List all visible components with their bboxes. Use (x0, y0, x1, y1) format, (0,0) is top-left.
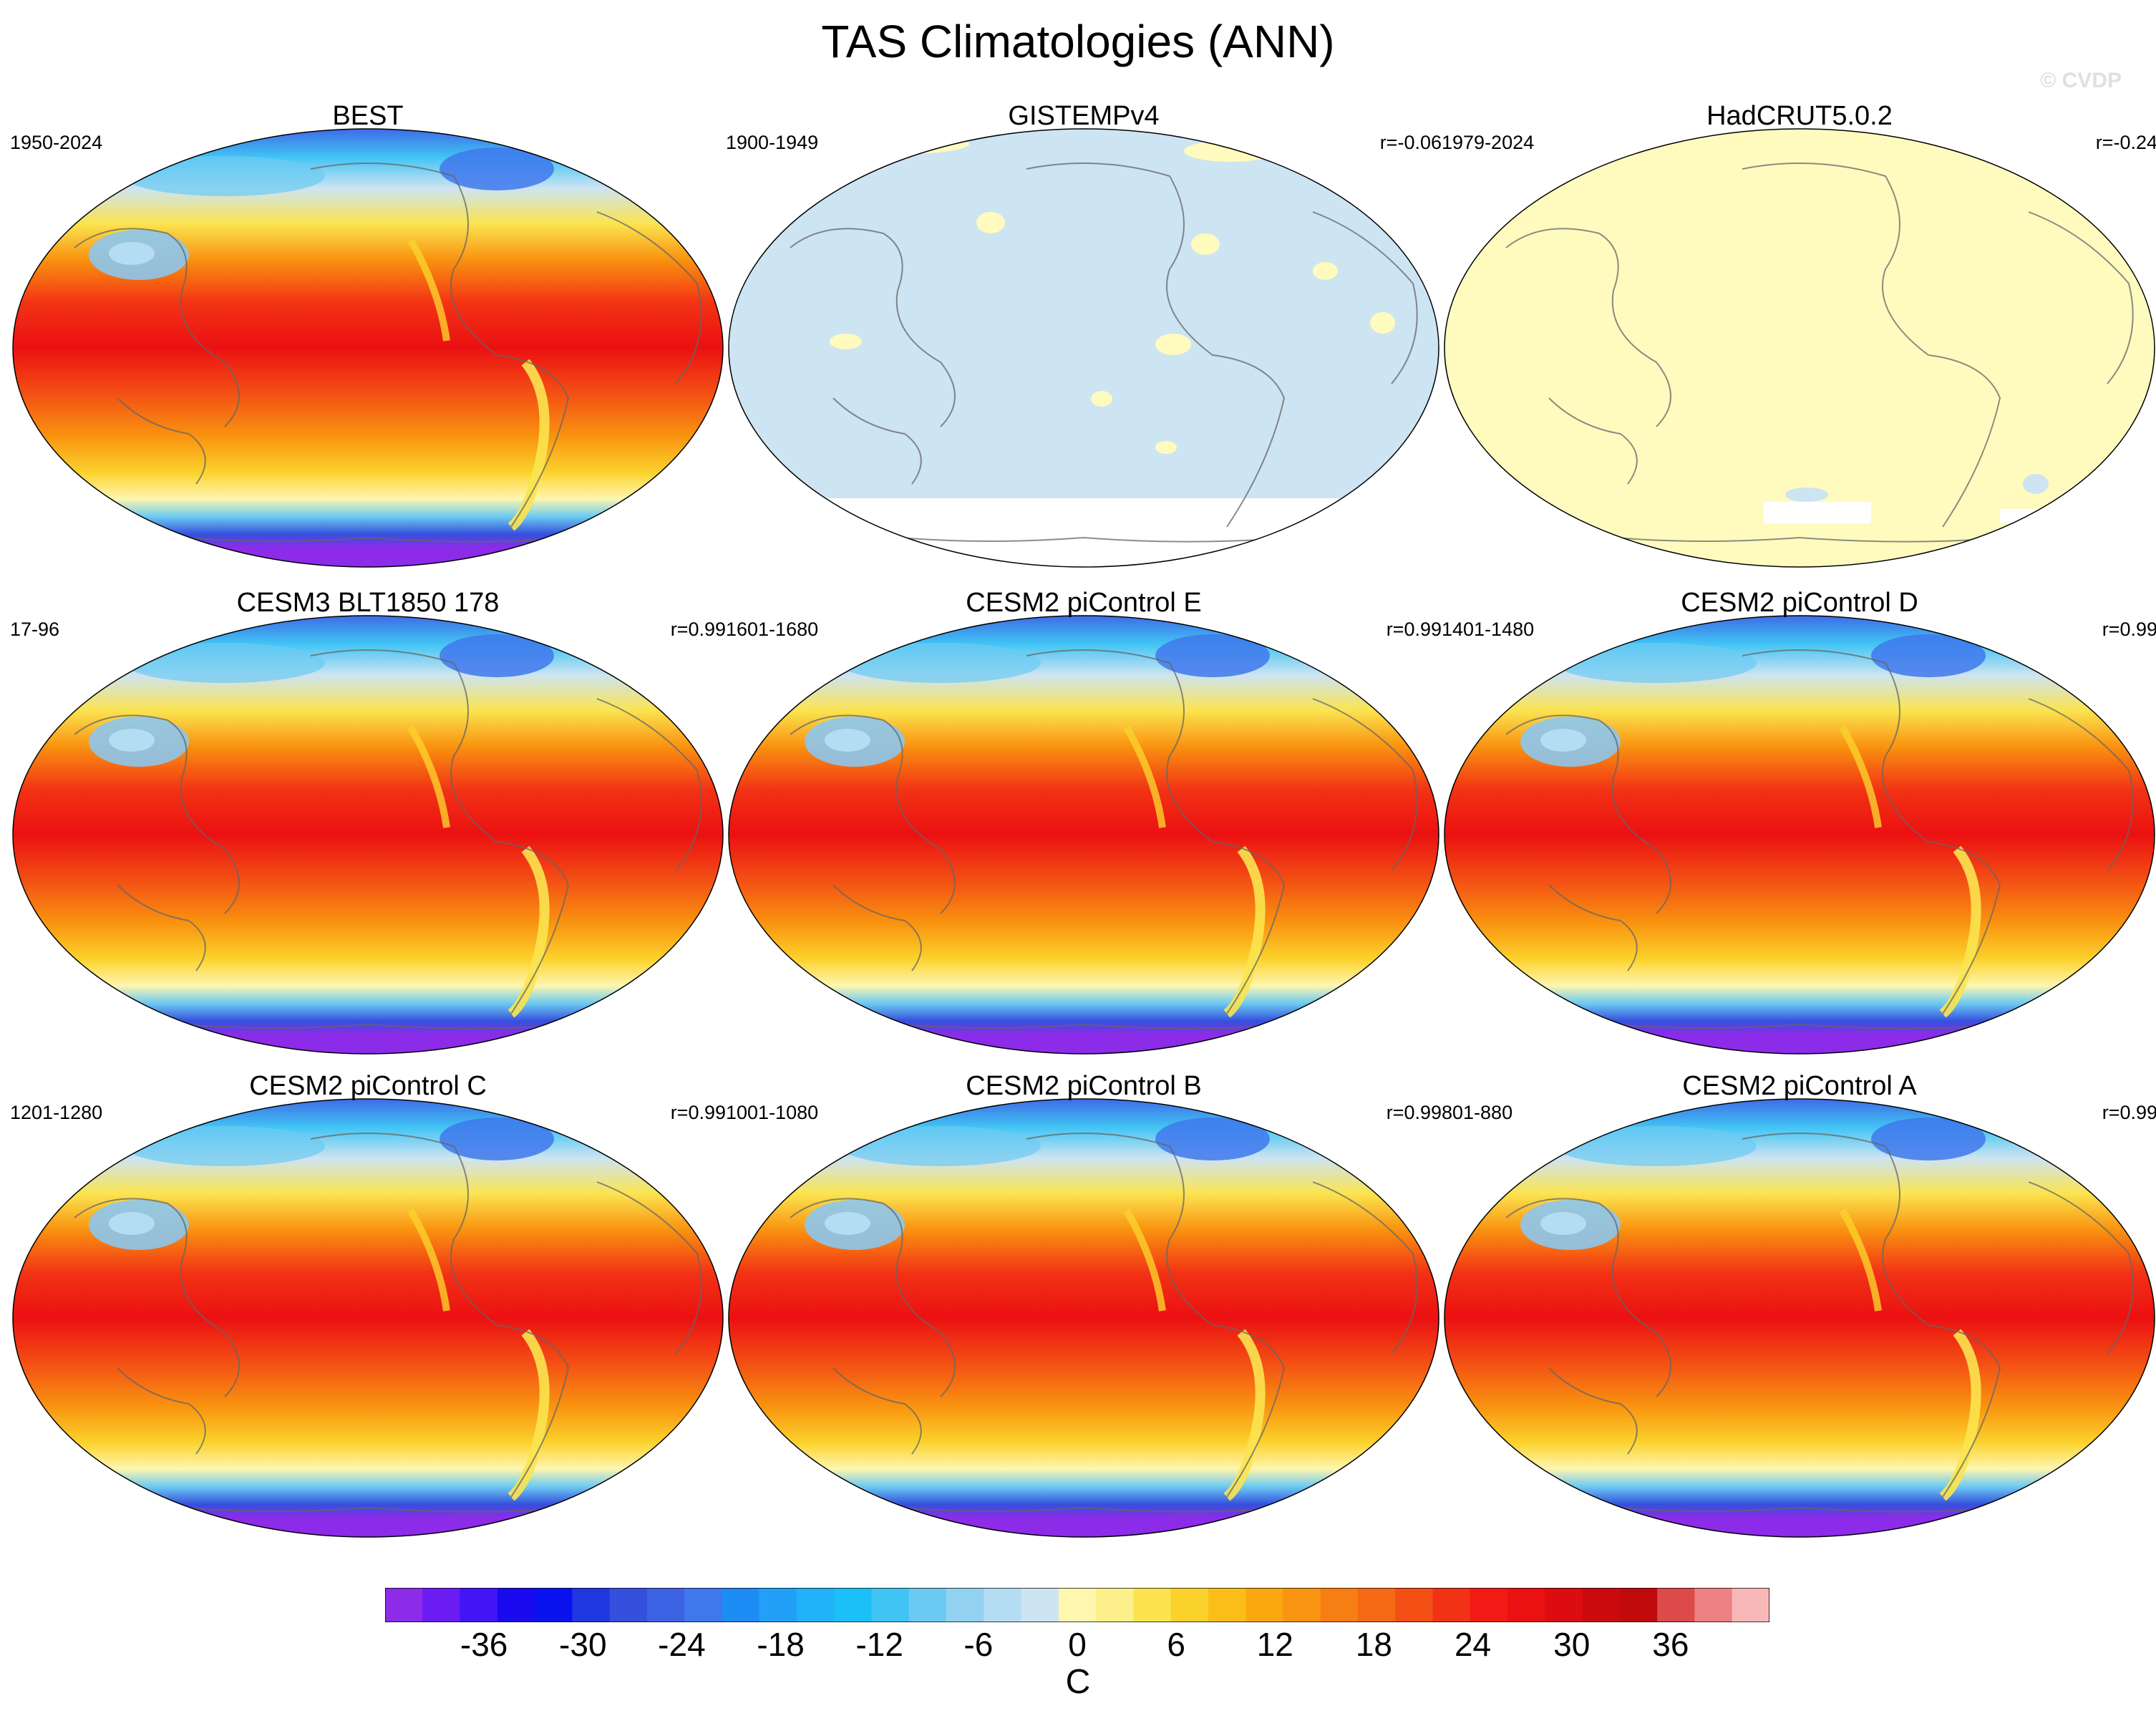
map-4 (728, 615, 1439, 1055)
colorbar-box (1358, 1588, 1396, 1622)
colorbar-box (572, 1588, 611, 1622)
colorbar-box (1507, 1588, 1545, 1622)
map-panel: CESM2 piControl A 801-880 r=0.99 (1442, 1070, 2156, 1543)
map-panel: CESM2 piControl C 1201-1280 r=0.99 (10, 1070, 726, 1543)
colorbar-box (609, 1588, 648, 1622)
panel-correlation: r=0.99 (1386, 619, 1442, 640)
panel-title: CESM2 piControl C (249, 1071, 487, 1101)
colorbar-tick-label: 36 (1652, 1626, 1689, 1663)
panel-title: CESM2 piControl E (966, 588, 1202, 618)
colorbar-box (759, 1588, 797, 1622)
panel-correlation: r=-0.06 (1379, 132, 1442, 153)
colorbar-box (646, 1588, 685, 1622)
map-8 (1444, 1098, 2155, 1538)
colorbar-tick-label: -36 (460, 1626, 508, 1663)
colorbar-box (422, 1588, 461, 1622)
colorbar-box (460, 1588, 498, 1622)
colorbar-box (796, 1588, 835, 1622)
colorbar-tick-label: -12 (855, 1626, 903, 1663)
panel-correlation: r=0.99 (670, 619, 726, 640)
watermark: © CVDP (2040, 69, 2122, 92)
panel-correlation: r=0.99 (1386, 1102, 1442, 1123)
colorbar-box (1619, 1588, 1658, 1622)
colorbar-box (1320, 1588, 1359, 1622)
colorbar-box (946, 1588, 984, 1622)
panel-title: GISTEMPv4 (1008, 101, 1160, 131)
panel-period: 1401-1480 (1442, 619, 1535, 640)
colorbar-tick-label: 6 (1167, 1626, 1185, 1663)
colorbar-units-label: C (1065, 1663, 1091, 1701)
panel-period: 1979-2024 (1442, 132, 1535, 153)
colorbar-box (1432, 1588, 1471, 1622)
colorbar-box (1208, 1588, 1246, 1622)
map-6 (12, 1098, 724, 1538)
colorbar-box (497, 1588, 535, 1622)
colorbar-box (1096, 1588, 1135, 1622)
colorbar-box (1170, 1588, 1209, 1622)
panel-title: BEST (332, 101, 404, 131)
map-panel: CESM2 piControl E 1601-1680 r=0.99 (726, 587, 1442, 1060)
map-1 (728, 128, 1439, 568)
panel-period: 1601-1680 (726, 619, 819, 640)
panel-correlation: r=0.99 (670, 1102, 726, 1123)
panel-period: 17-96 (10, 619, 60, 640)
map-panel: GISTEMPv4 1900-1949 r=-0.06 (726, 100, 1442, 573)
panel-title: CESM2 piControl B (966, 1071, 1202, 1101)
map-3 (12, 615, 724, 1055)
colorbar-box (385, 1588, 423, 1622)
panel-title: CESM2 piControl A (1682, 1071, 1917, 1101)
panel-period: 1001-1080 (726, 1102, 819, 1123)
colorbar-box (1694, 1588, 1733, 1622)
colorbar-box (1582, 1588, 1621, 1622)
colorbar-tick-label: 18 (1355, 1626, 1393, 1663)
page-title: TAS Climatologies (ANN) (821, 16, 1335, 67)
colorbar-tick-labels: -36 -30 -24 -18 -12 -6 0 6 12 18 24 30 36 (385, 1625, 1769, 1668)
colorbar-box (535, 1588, 573, 1622)
colorbar-box (684, 1588, 723, 1622)
colorbar-tick-label: -24 (658, 1626, 706, 1663)
panel-period: 801-880 (1442, 1102, 1513, 1123)
colorbar-tick-label: 30 (1553, 1626, 1591, 1663)
colorbar-box (1732, 1588, 1769, 1622)
map-0 (12, 128, 724, 568)
colorbar-tick-label: -6 (963, 1626, 994, 1663)
colorbar-box (871, 1588, 910, 1622)
map-7 (728, 1098, 1439, 1538)
panel-period: 1201-1280 (10, 1102, 103, 1123)
colorbar-box (1470, 1588, 1508, 1622)
colorbar-box (1545, 1588, 1583, 1622)
panel-period: 1900-1949 (726, 132, 819, 153)
panel-correlation: r=-0.24 (2095, 132, 2156, 153)
map-panel: CESM2 piControl B 1001-1080 r=0.99 (726, 1070, 1442, 1543)
panel-title: HadCRUT5.0.2 (1706, 101, 1893, 131)
map-5 (1444, 615, 2155, 1055)
map-panel: HadCRUT5.0.2 1979-2024 r=-0.24 (1442, 100, 2156, 573)
panel-correlation: r=0.99 (2102, 619, 2156, 640)
colorbar-tick-label: 0 (1068, 1626, 1087, 1663)
map-2 (1444, 128, 2155, 568)
panel-correlation: r=0.99 (2102, 1102, 2156, 1123)
colorbar (385, 1588, 1769, 1622)
map-panel: CESM3 BLT1850 178 17-96 r=0.99 (10, 587, 726, 1060)
colorbar-box (722, 1588, 760, 1622)
colorbar-box (1245, 1588, 1284, 1622)
colorbar-tick-label: -18 (757, 1626, 805, 1663)
colorbar-box (984, 1588, 1022, 1622)
colorbar-box (1395, 1588, 1434, 1622)
colorbar-box (1021, 1588, 1059, 1622)
colorbar-box (1657, 1588, 1696, 1622)
colorbar-box (834, 1588, 873, 1622)
colorbar-tick-label: 12 (1256, 1626, 1293, 1663)
colorbar-box (1058, 1588, 1097, 1622)
panel-title: CESM2 piControl D (1681, 588, 1918, 618)
panel-period: 1950-2024 (10, 132, 103, 153)
colorbar-box (1283, 1588, 1321, 1622)
colorbar-box (908, 1588, 947, 1622)
map-panel: BEST 1950-2024 (10, 100, 726, 573)
colorbar-box (1133, 1588, 1172, 1622)
map-panel: CESM2 piControl D 1401-1480 r=0.99 (1442, 587, 2156, 1060)
colorbar-tick-label: 24 (1454, 1626, 1492, 1663)
panel-title: CESM3 BLT1850 178 (236, 588, 500, 618)
colorbar-tick-label: -30 (559, 1626, 607, 1663)
